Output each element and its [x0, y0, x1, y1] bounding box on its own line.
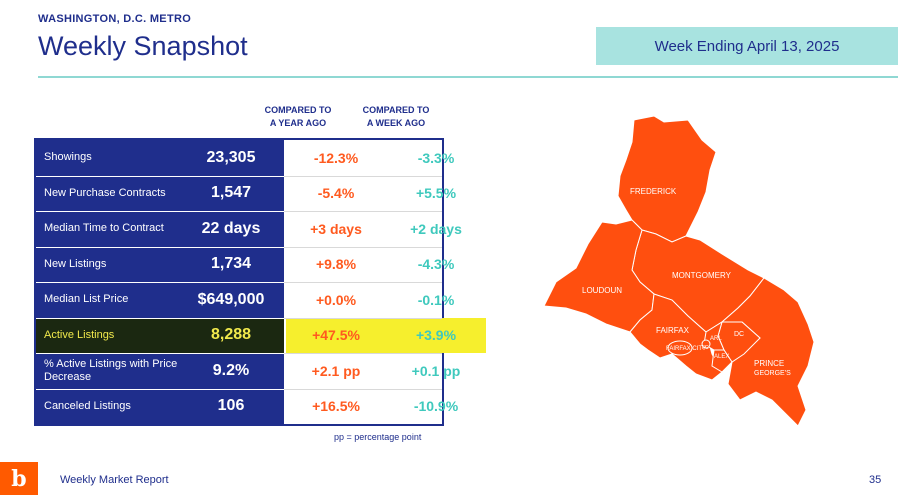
column-header-week: COMPARED TO A WEEK AGO	[346, 104, 446, 130]
metric-change-year: +9.8%	[315, 256, 357, 273]
row-divider	[36, 317, 284, 319]
map-region-fairfax-city	[667, 340, 693, 356]
column-header-week-line2: A WEEK AGO	[366, 118, 426, 128]
metric-change-week: -3.3%	[417, 149, 455, 166]
column-header-year: COMPARED TO A YEAR AGO	[248, 104, 348, 130]
metric-label: % Active Listings with Price Decrease	[36, 353, 178, 389]
week-ending-banner: Week Ending April 13, 2025	[596, 27, 898, 65]
table-row: Median List Price $649,000 +0.0% -0.1%	[36, 282, 454, 318]
map-region-alexandria	[711, 349, 733, 373]
row-divider	[284, 388, 442, 390]
metric-value: 22 days	[178, 211, 284, 247]
metric-value: $649,000	[178, 282, 284, 318]
column-header-week-line1: COMPARED TO	[362, 105, 430, 115]
metric-change-week: +0.1 pp	[411, 362, 461, 379]
metric-label: Showings	[36, 140, 178, 176]
metric-label: Median Time to Contract	[36, 211, 178, 247]
metric-change-week: -0.1%	[417, 291, 455, 308]
metric-label: Active Listings	[36, 317, 178, 353]
metric-change-week: -10.9%	[413, 398, 459, 415]
footer-report-name: Weekly Market Report	[60, 474, 169, 486]
row-divider	[36, 282, 284, 283]
metric-change-year: +16.5%	[312, 398, 360, 415]
row-divider	[36, 388, 284, 390]
map-label-dc: DC	[734, 331, 744, 338]
row-divider	[284, 246, 442, 248]
row-divider	[284, 211, 442, 212]
metric-change-week: +5.5%	[415, 185, 457, 202]
table-row: % Active Listings with Price Decrease 9.2…	[36, 353, 460, 389]
metrics-table: Showings 23,305 -12.3% -3.3% New Purchase Co…	[34, 138, 486, 426]
metro-map: FREDERICK MONTGOMERY LOUDOUN FAIRFAX FAI…	[543, 115, 815, 427]
page-number: 35	[869, 474, 882, 486]
table-row: Showings 23,305 -12.3% -3.3%	[36, 140, 454, 176]
footer	[0, 460, 899, 495]
row-divider	[284, 317, 442, 319]
metric-value: 8,288	[178, 317, 284, 353]
metric-change-year: +47.5%	[286, 317, 386, 353]
page-title: Weekly Snapshot	[38, 31, 248, 61]
metric-label: Canceled Listings	[36, 388, 178, 424]
metric-change-week: -4.3%	[417, 256, 455, 273]
metric-label: Median List Price	[36, 282, 178, 318]
metric-value: 1,734	[178, 246, 284, 282]
table-row: Active Listings 8,288 +47.5% +3.9%	[36, 317, 486, 353]
header-divider	[38, 76, 898, 78]
table-row: Canceled Listings 106 +16.5% -10.9%	[36, 388, 458, 424]
row-divider	[36, 175, 284, 177]
metric-label: New Purchase Contracts	[36, 175, 178, 211]
brand-logo: b	[0, 462, 38, 495]
map-label-alexandria: ALEX	[714, 354, 729, 360]
row-divider	[36, 211, 284, 212]
metric-value: 23,305	[178, 140, 284, 176]
row-divider	[284, 353, 442, 354]
metric-change-year: -12.3%	[313, 149, 359, 166]
table-row: Median Time to Contract 22 days +3 days +2 …	[36, 211, 462, 247]
region-label: WASHINGTON, D.C. METRO	[38, 13, 192, 25]
metric-change-year: +0.0%	[315, 291, 357, 308]
metric-change-year: +2.1 pp	[311, 362, 361, 379]
table-row: New Purchase Contracts 1,547 -5.4% +5.5%	[36, 175, 456, 211]
map-label-fairfax-city: FAIRFAX CITY	[666, 346, 706, 352]
row-divider	[36, 246, 284, 248]
metric-change-year: -5.4%	[317, 185, 355, 202]
row-divider	[284, 175, 442, 177]
map-label-frederick: FREDERICK	[630, 187, 677, 196]
metric-change-year: +3 days	[310, 220, 362, 237]
metric-change-week: +2 days	[410, 220, 462, 237]
metric-value: 9.2%	[178, 353, 284, 389]
footnote: pp = percentage point	[334, 432, 422, 442]
map-label-montgomery: MONTGOMERY	[672, 271, 732, 280]
map-label-fairfax: FAIRFAX	[656, 326, 690, 335]
map-region-falls-church	[701, 339, 711, 349]
column-header-year-line2: A YEAR AGO	[269, 118, 327, 128]
metric-label: New Listings	[36, 246, 178, 282]
map-label-arlington: ARL	[710, 336, 722, 342]
map-label-prince: PRINCE	[754, 359, 784, 368]
column-header-year-line1: COMPARED TO	[264, 105, 332, 115]
map-label-georges: GEORGE'S	[754, 370, 791, 377]
map-label-loudoun: LOUDOUN	[582, 286, 622, 295]
table-row: New Listings 1,734 +9.8% -4.3%	[36, 246, 454, 282]
row-divider	[36, 353, 284, 354]
metric-value: 1,547	[178, 175, 284, 211]
metric-change-week: +3.9%	[386, 317, 486, 353]
metric-value: 106	[178, 388, 284, 424]
map-label-falls-church: FC	[702, 345, 709, 351]
map-region-loudoun	[543, 219, 655, 333]
row-divider	[284, 282, 442, 283]
